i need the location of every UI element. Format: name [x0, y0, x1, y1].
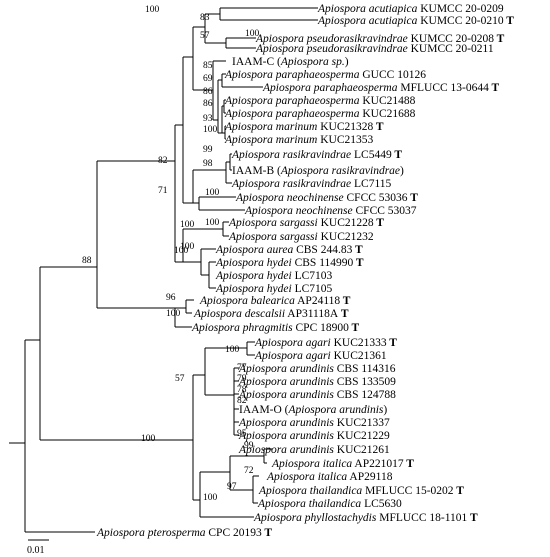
bootstrap-value: 71: [158, 186, 168, 196]
bootstrap-value: 88: [82, 256, 92, 266]
leaf-label: Apiospora thailandica LC5630: [257, 498, 402, 510]
leaf-label: Apiospora phyllostachydis MFLUCC 18-1101…: [253, 512, 478, 524]
leaf-label: Apiospora paraphaeosperma KUC21488: [224, 95, 416, 107]
leaf-label: Apiospora balearica AP24118 T: [199, 295, 351, 307]
leaf-label: Apiospora marinum KUC21328 T: [224, 121, 384, 133]
bootstrap-value: 86: [203, 87, 213, 97]
bootstrap-value: 100: [245, 29, 260, 39]
leaf-label: Apiospora thailandica MFLUCC 15-0202 T: [258, 485, 464, 497]
leaf-label: Apiospora arundinis CBS 124788: [238, 389, 396, 401]
bootstrap-value: 57: [175, 374, 185, 384]
bootstrap-value: 100: [166, 309, 181, 319]
leaf-label: Apiospora arundinis KUC21337: [238, 417, 390, 429]
bootstrap-value: 72: [244, 466, 254, 476]
bootstrap-value: 85: [203, 61, 213, 71]
bootstrap-value: 100: [203, 493, 218, 503]
bootstrap-value: 69: [203, 74, 213, 84]
leaf-label: Apiospora arundinis KUC21229: [238, 430, 390, 442]
bootstrap-value: 100: [180, 220, 195, 230]
leaf-label: Apiospora neochinense CFCC 53036 T: [235, 192, 418, 204]
leaf-label: Apiospora arundinis CBS 114316: [238, 363, 396, 375]
leaf-label: Apiospora acutiapica KUMCC 20-0209: [317, 3, 504, 15]
leaf-label: Apiospora paraphaeosperma KUC21688: [224, 108, 416, 120]
bootstrap-value: 95: [237, 429, 247, 439]
bootstrap-value: 86: [203, 99, 213, 109]
bootstrap-value: 100: [225, 345, 240, 355]
leaf-label: Apiospora arundinis CBS 133509: [238, 376, 396, 388]
bootstrap-value: 100: [205, 188, 220, 198]
leaf-label: IAAM-O (Apiospora arundinis): [239, 404, 387, 416]
leaf-label: Apiospora marinum KUC21353: [224, 134, 373, 146]
tree-leaves: Apiospora acutiapica KUMCC 20-0209Apiosp…: [96, 3, 514, 539]
scale-bar: 0.01: [27, 539, 49, 556]
leaf-label: Apiospora hydei LC7105: [215, 283, 333, 295]
leaf-label: Apiospora paraphaeosperma GUCC 10126: [224, 69, 426, 81]
leaf-label: Apiospora descalsii AP31118A T: [193, 308, 349, 320]
leaf-label: Apiospora sargassi KUC21232: [228, 231, 374, 243]
leaf-label: Apiospora arundinis KUC21261: [238, 444, 390, 456]
leaf-label: Apiospora neochinense CFCC 53037: [244, 205, 417, 217]
leaf-label: IAAM-C (Apiospora sp.): [232, 56, 349, 68]
bootstrap-value: 100: [180, 242, 195, 252]
leaf-label: Apiospora paraphaeosperma MFLUCC 13-0644…: [262, 82, 500, 94]
leaf-label: Apiospora hydei LC7103: [215, 270, 333, 282]
bootstrap-value: 57: [200, 31, 210, 41]
leaf-label: Apiospora italica AP29118: [266, 471, 393, 483]
bootstrap-value: 96: [166, 293, 176, 303]
leaf-label: Apiospora agari KUC21361: [254, 350, 387, 362]
leaf-label: Apiospora phragmitis CPC 18900 T: [191, 322, 360, 334]
bootstrap-value: 99: [203, 145, 213, 155]
bootstrap-value: 97: [227, 482, 237, 492]
bootstrap-value: 77: [237, 363, 247, 373]
bootstrap-value: 100: [145, 5, 160, 15]
bootstrap-value: 100: [203, 125, 218, 135]
bootstrap-value: 99: [244, 441, 254, 451]
leaf-label: Apiospora pterosperma CPC 20193 T: [96, 527, 272, 539]
leaf-label: IAAM-B (Apiospora rasikravindrae): [232, 165, 404, 177]
leaf-label: Apiospora rasikravindrae LC7115: [231, 178, 392, 190]
leaf-label: Apiospora pseudorasikravindrae KUMCC 20-…: [255, 33, 505, 45]
leaf-label: Apiospora pseudorasikravindrae KUMCC 20-…: [255, 43, 494, 55]
bootstrap-value: 79: [237, 374, 247, 384]
leaf-label: Apiospora hydei CBS 114990 T: [215, 257, 364, 269]
bootstrap-value: 100: [205, 218, 220, 228]
leaf-label: Apiospora aurea CBS 244.83 T: [215, 244, 363, 256]
leaf-label: Apiospora acutiapica KUMCC 20-0210 T: [317, 15, 514, 27]
leaf-label: Apiospora sargassi KUC21228 T: [228, 217, 384, 229]
bootstrap-value: 78: [237, 385, 247, 395]
tree-branches: [9, 7, 318, 533]
bootstrap-value: 93: [203, 114, 213, 124]
leaf-label: Apiospora rasikravindrae LC5449 T: [231, 149, 402, 161]
leaf-label: Apiospora italica AP221017 T: [271, 458, 414, 470]
leaf-label: Apiospora agari KUC21333 T: [254, 337, 397, 349]
bootstrap-value: 83: [200, 13, 210, 23]
scale-bar-label: 0.01: [27, 545, 45, 556]
bootstrap-value: 100: [141, 434, 156, 444]
bootstrap-value: 82: [237, 396, 247, 406]
bootstrap-value: 82: [158, 156, 168, 166]
bootstrap-value: 100: [174, 246, 189, 256]
bootstrap-value: 98: [203, 159, 213, 169]
